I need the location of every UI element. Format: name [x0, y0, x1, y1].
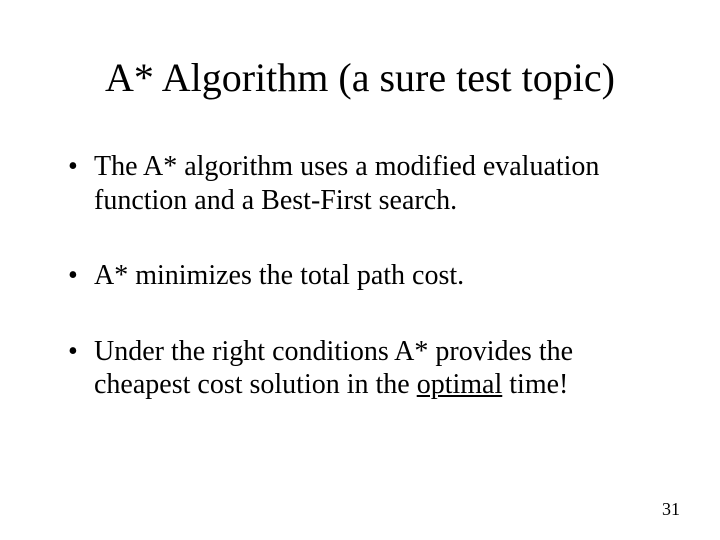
slide: A* Algorithm (a sure test topic) The A* …	[0, 0, 720, 540]
bullet-text: A* minimizes the total path cost.	[94, 260, 464, 291]
page-number: 31	[662, 499, 680, 520]
bullet-list: The A* algorithm uses a modified evaluat…	[64, 150, 664, 402]
slide-body: The A* algorithm uses a modified evaluat…	[64, 150, 664, 444]
bullet-text: The A* algorithm uses a modified evaluat…	[94, 151, 599, 216]
bullet-text: time!	[502, 369, 568, 400]
slide-title: A* Algorithm (a sure test topic)	[0, 54, 720, 101]
bullet-item: A* minimizes the total path cost.	[64, 259, 664, 293]
bullet-item: The A* algorithm uses a modified evaluat…	[64, 150, 664, 217]
bullet-item: Under the right conditions A* provides t…	[64, 335, 664, 402]
bullet-text-underlined: optimal	[417, 369, 503, 400]
